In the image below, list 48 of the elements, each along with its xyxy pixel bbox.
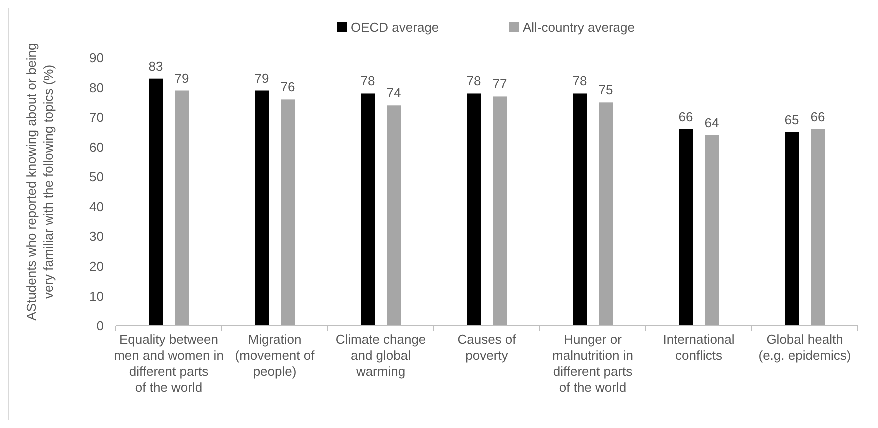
y-tick-label: 60: [90, 140, 104, 155]
bar: [599, 102, 613, 326]
y-tick-label: 30: [90, 229, 104, 244]
data-label: 77: [492, 76, 508, 92]
data-label: 66: [678, 109, 694, 124]
y-tick-label: 20: [90, 258, 104, 274]
data-label: 79: [254, 70, 270, 86]
bar: [493, 96, 507, 326]
x-tick-label: International conflicts: [663, 332, 735, 363]
x-tick-label: Causes of poverty: [458, 332, 517, 363]
bar: [785, 132, 799, 326]
bar: [281, 100, 295, 326]
bar: [149, 78, 163, 326]
data-label: 64: [704, 115, 720, 130]
bar: [175, 90, 189, 326]
data-label: 83: [148, 58, 164, 74]
data-label: 75: [598, 82, 614, 98]
data-label: 79: [174, 70, 190, 86]
data-label: 74: [386, 86, 402, 101]
bar: [679, 129, 693, 326]
y-tick-label: 0: [96, 318, 104, 334]
y-tick-label: 80: [90, 80, 104, 96]
data-label: 65: [784, 112, 800, 128]
y-tick-label: 50: [90, 170, 104, 185]
x-tick-label: Migration (movement of people): [235, 332, 316, 379]
x-tick-label: Climate change and global warming: [336, 332, 426, 379]
y-tick-label: 10: [90, 288, 104, 304]
legend-label: All-country average: [523, 20, 635, 35]
data-label: 76: [280, 80, 296, 95]
bar: [387, 106, 401, 326]
bar: [705, 135, 719, 326]
x-tick-label: Equality between men and women in different parts of the world: [114, 332, 224, 395]
bar: [573, 94, 587, 326]
y-tick-label: 70: [90, 110, 104, 126]
x-tick-label: Global health (e.g. epidemics): [758, 332, 852, 363]
y-tick-label: 40: [90, 199, 104, 214]
bar: [255, 90, 269, 326]
x-tick-label: Hunger or malnutrition in different parts of the world: [552, 332, 634, 395]
bar: [467, 94, 481, 326]
data-label: 78: [466, 74, 482, 89]
y-axis-title: AStudents who reported knowing about or being very familiar with the following topics (%): [24, 43, 56, 321]
bar: [361, 94, 375, 326]
data-label: 78: [360, 74, 376, 89]
legend-label: OECD average: [351, 20, 440, 35]
bar: [811, 129, 825, 326]
data-label: 66: [810, 109, 826, 124]
data-label: 78: [572, 74, 588, 89]
y-tick-label: 90: [90, 50, 104, 66]
